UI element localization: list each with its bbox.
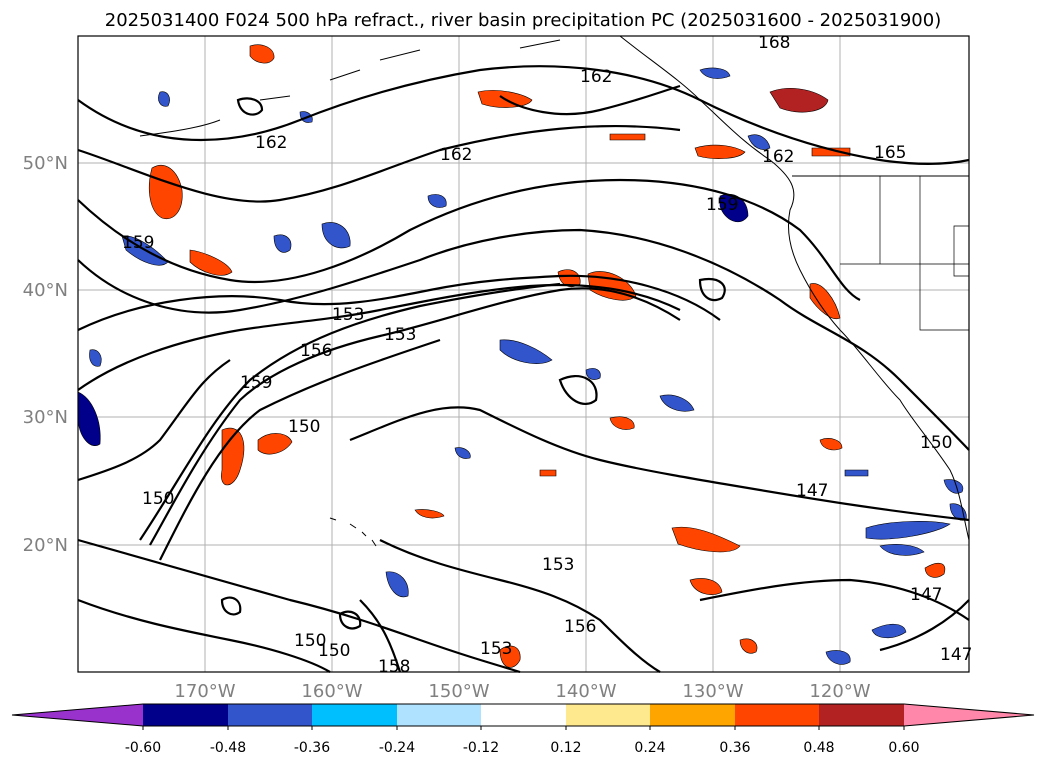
contour-label: 150 xyxy=(288,417,320,437)
colorbar xyxy=(11,703,1035,730)
colorbar-segment xyxy=(650,704,735,726)
colorbar-extend-max xyxy=(904,704,1034,726)
refractivity-contours xyxy=(77,65,970,674)
colorbar-tick-label: 0.12 xyxy=(550,740,581,756)
contour-label: 147 xyxy=(940,645,972,665)
figure-title: 2025031400 F024 500 hPa refract., river … xyxy=(105,10,941,31)
contour-label: 168 xyxy=(758,33,790,53)
colorbar-segment xyxy=(819,704,904,726)
hawaii-islands xyxy=(329,517,377,547)
lat-label: 40°N xyxy=(23,280,68,301)
contour-label: 153 xyxy=(542,555,574,575)
contour-line xyxy=(77,65,970,165)
contour-label: 162 xyxy=(762,147,794,167)
colorbar-segment xyxy=(735,704,819,726)
contour-label: 150 xyxy=(294,631,326,651)
contour-label: 153 xyxy=(332,305,364,325)
colorbar-tick-label: -0.12 xyxy=(463,740,499,756)
lat-label: 20°N xyxy=(23,535,68,556)
colorbar-segment xyxy=(481,704,566,726)
lon-label: 130°W xyxy=(682,681,743,702)
colorbar-segment xyxy=(312,704,397,726)
state-borders xyxy=(840,176,970,331)
colorbar-ticks: -0.60 -0.48 -0.36 -0.24 -0.12 0.12 0.24 … xyxy=(125,740,920,756)
contour-label: 159 xyxy=(122,233,154,253)
lon-label: 120°W xyxy=(809,681,870,702)
contour-label: 150 xyxy=(920,433,952,453)
colorbar-extend-min xyxy=(12,704,143,726)
colorbar-segment xyxy=(397,704,481,726)
colorbar-segment xyxy=(228,704,312,726)
lat-label: 30°N xyxy=(23,407,68,428)
colorbar-tick-label: 0.48 xyxy=(803,740,834,756)
lon-label: 150°W xyxy=(428,681,489,702)
contour-label: 159 xyxy=(240,373,272,393)
contour-label: 153 xyxy=(384,325,416,345)
colorbar-tick-label: -0.60 xyxy=(125,740,161,756)
colorbar-tick-label: -0.36 xyxy=(294,740,330,756)
colorbar-segment xyxy=(566,704,650,726)
contour-labels: 168 162 162 162 162 165 159 159 153 153 … xyxy=(122,33,972,677)
contour-label: 147 xyxy=(796,481,828,501)
contour-label: 165 xyxy=(874,143,906,163)
contour-label: 147 xyxy=(910,585,942,605)
contour-label: 162 xyxy=(580,67,612,87)
contour-label: 150 xyxy=(142,489,174,509)
colorbar-tick-label: -0.48 xyxy=(210,740,246,756)
contour-label: 159 xyxy=(706,195,738,215)
map-panel: 168 162 162 162 162 165 159 159 153 153 … xyxy=(77,33,972,677)
lat-label: 50°N xyxy=(23,153,68,174)
colorbar-tick-label: 0.60 xyxy=(888,740,919,756)
colorbar-tick-label: 0.36 xyxy=(719,740,750,756)
precip-negative-area xyxy=(699,67,731,79)
lon-label: 170°W xyxy=(174,681,235,702)
contour-label: 156 xyxy=(300,341,332,361)
contour-label: 162 xyxy=(255,133,287,153)
lon-label: 140°W xyxy=(555,681,616,702)
map-border xyxy=(77,35,970,673)
contour-label: 162 xyxy=(440,145,472,165)
contour-label: 158 xyxy=(378,657,410,677)
contour-label: 150 xyxy=(318,641,350,661)
north-america-coast xyxy=(619,35,970,541)
contour-label: 156 xyxy=(564,617,596,637)
latitude-labels: 50°N 40°N 30°N 20°N xyxy=(23,153,68,556)
lon-label: 160°W xyxy=(301,681,362,702)
coastlines xyxy=(139,35,970,547)
colorbar-tick-label: 0.24 xyxy=(634,740,665,756)
contour-label: 153 xyxy=(480,639,512,659)
longitude-labels: 170°W 160°W 150°W 140°W 130°W 120°W xyxy=(174,681,870,702)
alaska-aleutians xyxy=(139,39,561,137)
colorbar-segment xyxy=(143,704,228,726)
colorbar-tick-label: -0.24 xyxy=(379,740,415,756)
